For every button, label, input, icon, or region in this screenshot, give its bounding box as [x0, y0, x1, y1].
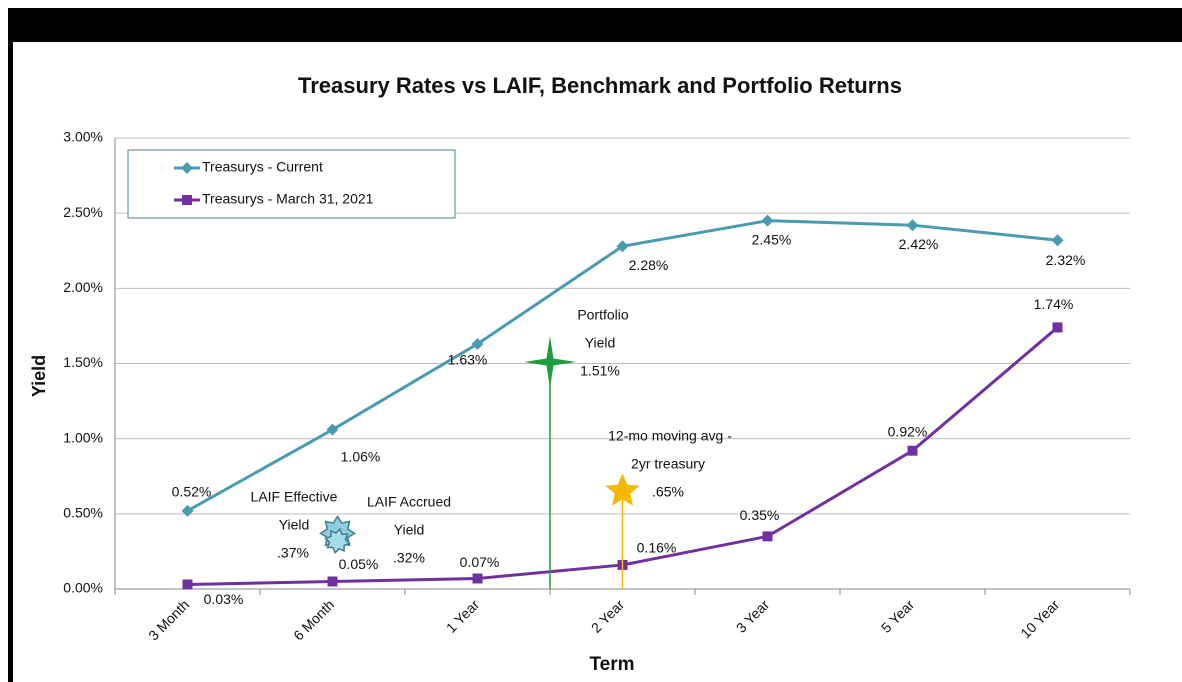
- point: [182, 195, 192, 205]
- annotation: LAIF Accrued Yield .32%: [324, 494, 451, 566]
- legend-label: Treasurys - March 31, 2021: [202, 191, 374, 207]
- point: [181, 162, 193, 174]
- y-tick-label: 1.00%: [63, 429, 103, 445]
- data-label: 0.03%: [204, 591, 244, 607]
- annotation: Portfolio Yield 1.51%: [524, 307, 629, 589]
- y-axis-label: Yield: [29, 355, 49, 397]
- y-tick-label: 0.50%: [63, 505, 103, 521]
- data-label: 2.45%: [752, 231, 792, 247]
- y-tick-label: 2.50%: [63, 204, 103, 220]
- data-label: 0.92%: [888, 423, 928, 439]
- y-tick-label: 0.00%: [63, 580, 103, 596]
- annotation-text: LAIF Accrued: [367, 494, 451, 510]
- point: [472, 573, 483, 584]
- point: [1052, 322, 1063, 333]
- y-tick-label: 2.00%: [63, 279, 103, 295]
- data-label: 2.42%: [899, 236, 939, 252]
- y-tick-label: 3.00%: [63, 129, 103, 145]
- point: [327, 576, 338, 587]
- annotation-marker: [605, 473, 640, 506]
- data-label: 0.35%: [740, 507, 780, 523]
- data-label: 2.28%: [629, 257, 669, 273]
- point: [181, 504, 194, 517]
- annotation-value: .65%: [652, 484, 684, 500]
- left-border: [8, 8, 13, 682]
- chart-title: Treasury Rates vs LAIF, Benchmark and Po…: [298, 73, 902, 98]
- annotation-marker: [524, 336, 576, 388]
- top-bar: [8, 8, 1182, 42]
- annotation-text: Yield: [394, 522, 425, 538]
- data-label: 1.74%: [1034, 296, 1074, 312]
- annotation-text: 12-mo moving avg -: [608, 428, 732, 444]
- legend-label: Treasurys - Current: [202, 159, 323, 175]
- annotation-marker: [324, 527, 351, 555]
- legend: Treasurys - Current Treasurys - March 31,…: [127, 149, 456, 219]
- annotation-text: 2yr treasury: [631, 456, 705, 472]
- series: 0.52% 1.06% 1.63% 2.28% 2.45% 2.42% 2.32%: [172, 214, 1086, 517]
- point: [907, 445, 918, 456]
- annotation: 12-mo moving avg - 2yr treasury .65%: [605, 428, 732, 589]
- data-label: 0.07%: [460, 554, 500, 570]
- data-label: 0.16%: [637, 540, 677, 556]
- annotation-text: Yield: [585, 335, 616, 351]
- annotation-text: Yield: [279, 517, 310, 533]
- point: [761, 214, 774, 227]
- data-label: 1.63%: [448, 352, 488, 368]
- point: [326, 423, 339, 436]
- legend-box: [127, 149, 456, 219]
- data-label: 0.52%: [172, 484, 212, 500]
- point: [762, 531, 773, 542]
- point: [1051, 234, 1064, 247]
- data-label: 2.32%: [1046, 252, 1086, 268]
- point: [906, 219, 919, 232]
- annotation-value: .32%: [393, 550, 425, 566]
- x-axis-label: Term: [589, 654, 634, 675]
- annotation-text: Portfolio: [577, 307, 629, 323]
- annotation-value: .37%: [277, 545, 309, 561]
- point: [616, 240, 629, 253]
- point: [182, 579, 193, 590]
- data-label: 0.05%: [339, 556, 379, 572]
- annotation-value: 1.51%: [580, 363, 620, 379]
- annotation-text: LAIF Effective: [251, 489, 338, 505]
- y-tick-label: 1.50%: [63, 354, 103, 370]
- data-label: 1.06%: [341, 448, 381, 464]
- point: [471, 337, 484, 350]
